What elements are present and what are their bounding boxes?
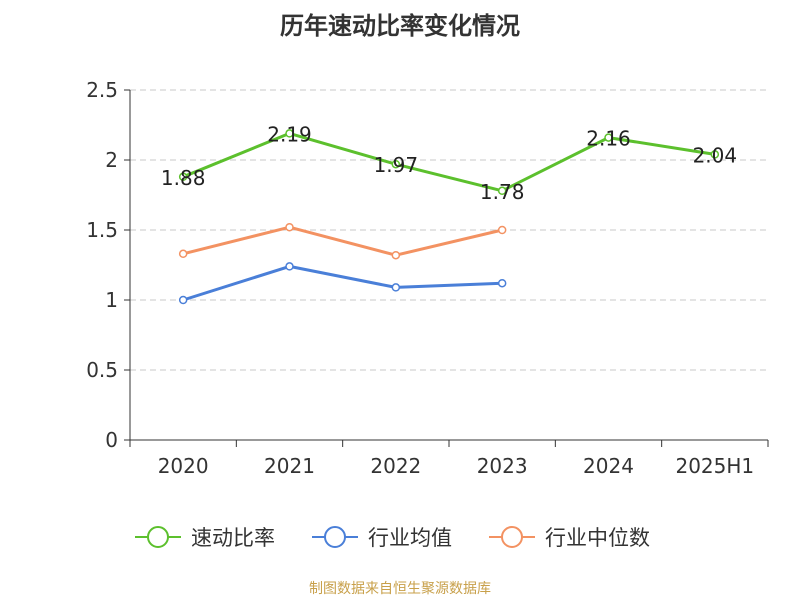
data-label: 2.19	[267, 122, 312, 146]
data-point	[178, 295, 188, 305]
data-label: 1.78	[480, 180, 525, 204]
chart-title: 历年速动比率变化情况	[280, 12, 520, 40]
y-tick-label: 0.5	[86, 358, 118, 382]
legend-label: 速动比率	[191, 526, 275, 550]
data-point	[285, 262, 294, 271]
data-point	[391, 283, 401, 292]
data-point	[285, 129, 294, 138]
data-point	[178, 172, 188, 182]
data-point	[391, 250, 401, 260]
data-point	[391, 159, 401, 169]
x-tick-label: 2022	[370, 454, 421, 478]
data-label: 2.04	[693, 143, 738, 167]
legend-marker	[501, 526, 523, 548]
data-point	[285, 222, 294, 232]
x-tick-label: 2020	[158, 454, 209, 478]
x-tick-label: 2021	[264, 454, 315, 478]
series-line	[182, 131, 716, 193]
data-point	[604, 133, 613, 142]
legend-marker	[324, 526, 346, 548]
series-line	[182, 264, 503, 302]
data-point	[497, 186, 507, 196]
x-tick-label: 2025H1	[675, 454, 754, 478]
source-note: 制图数据来自恒生聚源数据库	[309, 581, 491, 597]
data-label: 1.88	[161, 166, 206, 190]
data-point	[497, 278, 507, 288]
data-label: 1.97	[374, 153, 419, 177]
y-tick-label: 2	[105, 148, 118, 172]
y-tick-label: 2.5	[86, 78, 118, 102]
data-point	[497, 225, 507, 235]
data-label: 2.16	[586, 127, 631, 151]
x-tick-label: 2024	[583, 454, 634, 478]
y-tick-label: 1.5	[86, 218, 118, 242]
legend-label: 行业均值	[368, 526, 452, 550]
legend-marker	[147, 526, 169, 548]
legend-label: 行业中位数	[545, 526, 650, 550]
series-line	[182, 225, 503, 257]
y-tick-label: 0	[105, 428, 118, 452]
x-tick-label: 2023	[477, 454, 528, 478]
data-point	[178, 249, 188, 259]
y-tick-label: 1	[105, 288, 118, 312]
data-point	[710, 150, 720, 159]
